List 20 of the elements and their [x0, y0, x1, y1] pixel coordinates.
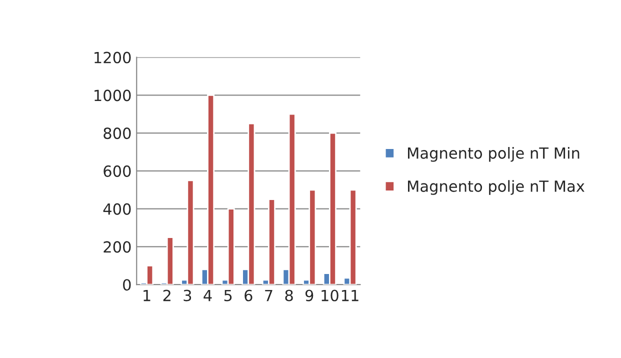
- y-tick-label: 600: [104, 165, 131, 177]
- x-tick-label: 10: [322, 290, 338, 302]
- x-tick-label: 5: [224, 290, 232, 302]
- y-tick-label: 0: [123, 279, 131, 291]
- x-tick-label: 11: [342, 290, 358, 302]
- legend-label: Magnento polje nT Max: [408, 180, 584, 195]
- x-tick-label: 7: [265, 290, 272, 302]
- x-tick-label: 1: [144, 290, 150, 302]
- y-tick-label: 200: [104, 241, 131, 253]
- x-tick-label: 8: [285, 290, 293, 302]
- y-tick-label: 400: [103, 203, 131, 215]
- x-tick-label: 9: [305, 290, 314, 302]
- x-tick-label: 4: [204, 290, 212, 302]
- y-tick-label: 800: [104, 128, 131, 140]
- x-tick-label: 2: [163, 290, 170, 302]
- y-tick-label: 1200: [94, 52, 131, 64]
- x-tick-label: 3: [184, 290, 192, 302]
- y-tick-label: 1000: [94, 90, 131, 102]
- x-tick-label: 6: [244, 290, 252, 302]
- legend-label: Magnento polje nT Min: [408, 146, 580, 162]
